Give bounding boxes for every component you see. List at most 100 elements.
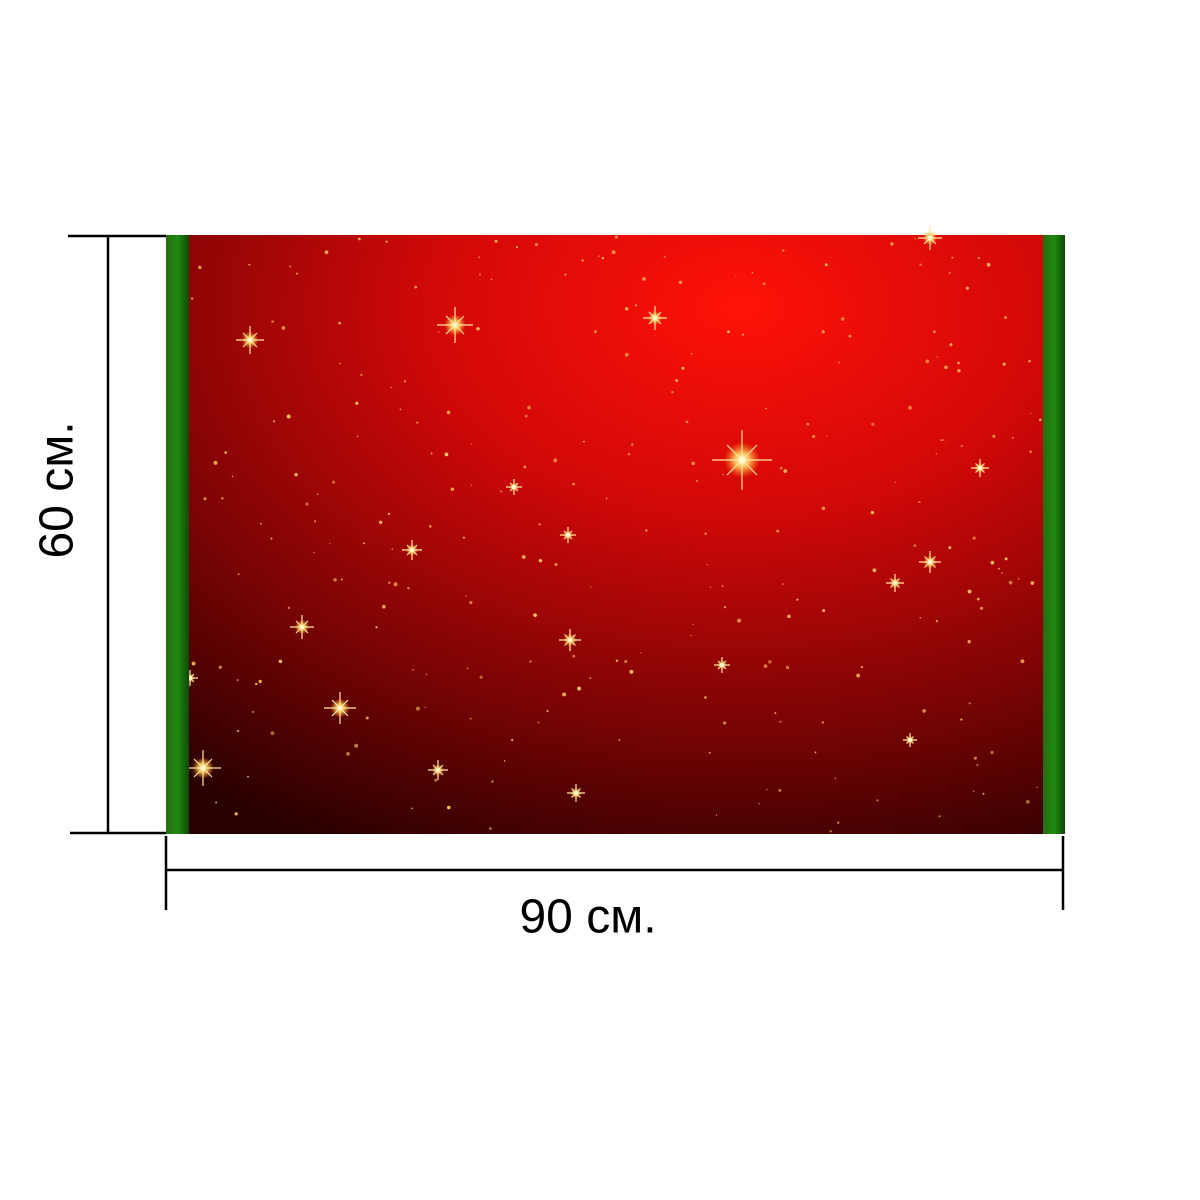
star	[582, 440, 585, 443]
star	[776, 529, 780, 533]
star	[503, 760, 506, 762]
star	[191, 661, 196, 666]
star	[824, 263, 828, 267]
star	[973, 756, 977, 760]
star	[723, 606, 727, 609]
star	[278, 659, 283, 664]
star	[704, 532, 707, 535]
star	[296, 272, 299, 275]
star	[933, 330, 936, 334]
star	[465, 595, 467, 597]
star	[681, 366, 685, 370]
star	[403, 380, 407, 383]
star	[527, 405, 531, 410]
star	[704, 696, 707, 699]
star	[936, 356, 939, 358]
star	[1004, 557, 1008, 561]
star	[919, 263, 922, 266]
star	[478, 256, 481, 259]
star	[414, 285, 418, 289]
star	[375, 626, 378, 629]
star	[629, 669, 634, 674]
star	[546, 710, 549, 713]
star	[424, 706, 426, 709]
star	[967, 589, 972, 594]
star	[515, 245, 518, 249]
star	[594, 330, 597, 334]
star	[960, 444, 963, 448]
star	[675, 379, 679, 382]
star	[653, 316, 657, 320]
star	[691, 461, 695, 466]
star	[779, 720, 782, 723]
star	[762, 282, 766, 286]
star	[758, 803, 760, 805]
star	[796, 598, 799, 601]
star	[332, 480, 336, 484]
star	[479, 675, 483, 679]
star	[690, 634, 692, 637]
star	[838, 361, 840, 364]
star	[611, 250, 616, 255]
star	[737, 618, 742, 623]
star	[968, 702, 971, 705]
star	[940, 439, 942, 441]
star	[446, 410, 451, 415]
star	[198, 265, 202, 270]
star	[333, 578, 337, 582]
star	[213, 460, 218, 465]
star	[1036, 786, 1038, 789]
star	[523, 465, 527, 469]
star	[715, 814, 718, 816]
star	[605, 497, 608, 500]
star	[411, 807, 414, 810]
star	[690, 352, 693, 355]
star	[1008, 580, 1013, 585]
star	[723, 721, 727, 725]
star	[764, 407, 767, 410]
star	[521, 554, 526, 559]
width-label: 90 см.	[519, 891, 656, 944]
star	[976, 763, 979, 767]
star	[919, 616, 922, 619]
star	[272, 420, 276, 423]
star	[692, 623, 694, 626]
star	[624, 352, 629, 357]
star	[860, 666, 864, 669]
star	[354, 743, 359, 748]
star	[814, 751, 817, 754]
star	[785, 665, 790, 670]
star	[706, 563, 709, 566]
star	[990, 560, 995, 565]
star	[722, 473, 724, 476]
star	[938, 815, 941, 818]
star	[313, 551, 315, 554]
star	[678, 280, 682, 285]
star	[324, 250, 329, 255]
star	[248, 338, 252, 342]
star	[720, 663, 724, 667]
star	[450, 487, 455, 491]
star	[393, 582, 398, 587]
star	[358, 237, 361, 241]
star	[251, 710, 255, 714]
star	[949, 343, 953, 346]
star	[908, 738, 912, 742]
star	[695, 479, 698, 483]
star	[914, 237, 917, 240]
right-border	[1043, 235, 1065, 834]
star	[221, 497, 224, 500]
print-image	[166, 235, 1065, 834]
star	[948, 546, 952, 550]
star	[973, 790, 975, 792]
star	[631, 443, 634, 446]
star	[825, 435, 828, 437]
star	[200, 765, 206, 771]
star	[203, 497, 207, 501]
star	[829, 830, 832, 833]
star	[671, 390, 674, 394]
star	[890, 242, 894, 246]
star	[338, 321, 341, 325]
star	[255, 682, 258, 686]
star	[286, 414, 291, 419]
